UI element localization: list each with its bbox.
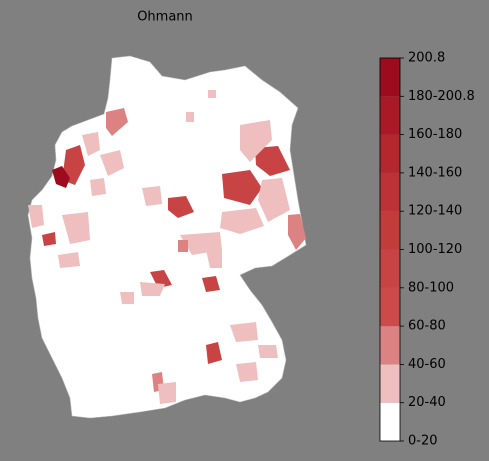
germany-map <box>27 55 307 419</box>
colorbar-segment <box>380 364 400 403</box>
colorbar-label: 0-20 <box>408 434 438 449</box>
colorbar-segment <box>380 249 400 288</box>
district <box>120 292 134 304</box>
colorbar-label: 180-200.8 <box>408 89 475 104</box>
colorbar-segment <box>380 134 400 173</box>
district <box>100 150 124 176</box>
district <box>42 232 56 246</box>
colorbar-label: 80-100 <box>408 280 454 295</box>
district <box>240 120 272 162</box>
colorbar-label: 60-80 <box>408 319 446 334</box>
district <box>28 205 44 228</box>
colorbar-label: 20-40 <box>408 395 446 410</box>
map-title: Ohmann <box>137 10 193 25</box>
district <box>168 196 194 218</box>
district <box>208 90 216 98</box>
district <box>220 208 264 234</box>
colorbar-segment <box>380 326 400 365</box>
colorbar-segment <box>380 96 400 135</box>
colorbar-label: 160-180 <box>408 127 462 142</box>
district <box>62 212 90 244</box>
district <box>258 345 278 358</box>
district <box>106 108 128 136</box>
colorbar-label: 120-140 <box>408 204 462 219</box>
district <box>186 112 194 122</box>
district <box>288 214 306 250</box>
district <box>140 282 165 296</box>
colorbar-label: 40-60 <box>408 357 446 372</box>
district <box>142 186 162 206</box>
district <box>158 382 176 404</box>
colorbar-label: 100-120 <box>408 242 462 257</box>
colorbar-segment <box>380 58 400 97</box>
district <box>180 232 222 255</box>
colorbar-label: 140-160 <box>408 165 462 180</box>
colorbar-segment <box>380 402 400 441</box>
colorbar-label: 200.8 <box>408 51 445 66</box>
district <box>150 270 172 288</box>
highlighted-districts <box>28 90 306 404</box>
colorbar-segment <box>380 287 400 327</box>
district <box>230 322 258 342</box>
district <box>82 132 100 156</box>
district <box>206 250 222 268</box>
colorbar-segment <box>380 172 400 212</box>
colorbar: 0-20 20-40 40-60 60-80 80-100 100-120 120-140 1… <box>379 51 475 449</box>
district <box>236 362 258 382</box>
district <box>52 166 70 188</box>
district <box>206 342 222 364</box>
district <box>58 252 80 268</box>
district <box>258 178 290 222</box>
district <box>202 276 220 292</box>
district <box>255 146 290 176</box>
district <box>90 178 106 196</box>
district <box>178 240 188 252</box>
district <box>222 170 262 205</box>
colorbar-segment <box>380 211 400 250</box>
